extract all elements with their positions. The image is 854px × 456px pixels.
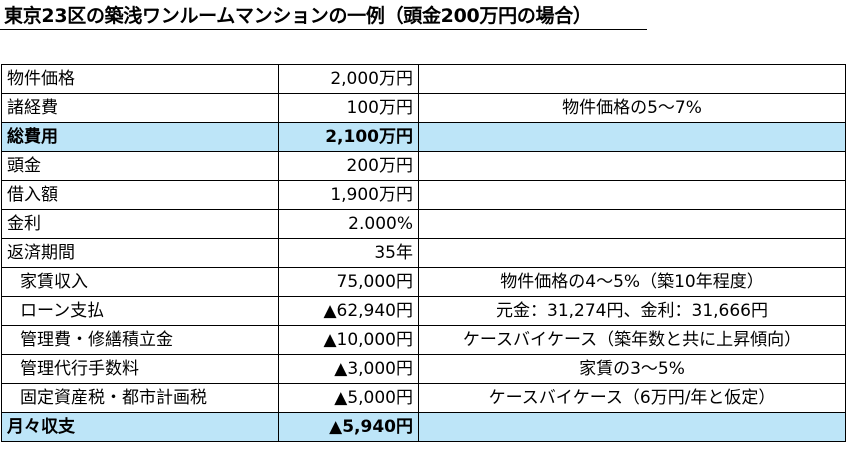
row-value: 75,000円 bbox=[278, 267, 419, 297]
table-row: 物件価格 2,000万円 bbox=[1, 64, 846, 94]
row-value: 2,000万円 bbox=[278, 64, 419, 94]
simulation-table: 物件価格 2,000万円 諸経費 100万円 物件価格の5～7% 総費用 2,100万円 頭金… bbox=[1, 64, 846, 442]
row-note: 元金：31,274円、金利：31,666円 bbox=[418, 296, 846, 326]
title-underline bbox=[0, 29, 647, 30]
row-value: 200万円 bbox=[278, 151, 419, 181]
row-value: ▲10,000円 bbox=[278, 325, 419, 355]
row-label: ローン支払 bbox=[1, 296, 279, 326]
row-value: 2.000% bbox=[278, 209, 419, 239]
row-label: 管理費・修繕積立金 bbox=[1, 325, 279, 355]
row-note bbox=[418, 151, 846, 181]
row-value: 35年 bbox=[278, 238, 419, 268]
row-label: 月々収支 bbox=[1, 412, 279, 442]
row-label: 返済期間 bbox=[1, 238, 279, 268]
row-label: 金利 bbox=[1, 209, 279, 239]
row-label: 借入額 bbox=[1, 180, 279, 210]
table-row: 月々収支 ▲5,940円 bbox=[1, 412, 846, 442]
row-label: 固定資産税・都市計画税 bbox=[1, 383, 279, 413]
table-row: 管理費・修繕積立金 ▲10,000円 ケースバイケース（築年数と共に上昇傾向） bbox=[1, 325, 846, 355]
row-value: ▲3,000円 bbox=[278, 354, 419, 384]
row-note: ケースバイケース（6万円/年と仮定） bbox=[418, 383, 846, 413]
row-note bbox=[418, 209, 846, 239]
page-title: 東京23区の築浅ワンルームマンションの一例（頭金200万円の場合） bbox=[4, 5, 592, 27]
row-value: 1,900万円 bbox=[278, 180, 419, 210]
row-value: 100万円 bbox=[278, 93, 419, 123]
row-label: 家賃収入 bbox=[1, 267, 279, 297]
row-note bbox=[418, 122, 846, 152]
table-row: ローン支払 ▲62,940円 元金：31,274円、金利：31,666円 bbox=[1, 296, 846, 326]
row-note bbox=[418, 64, 846, 94]
row-note: 物件価格の5～7% bbox=[418, 93, 846, 123]
row-note bbox=[418, 412, 846, 442]
row-note: 物件価格の4～5%（築10年程度） bbox=[418, 267, 846, 297]
table-row: 家賃収入 75,000円 物件価格の4～5%（築10年程度） bbox=[1, 267, 846, 297]
row-value: 2,100万円 bbox=[278, 122, 419, 152]
row-note bbox=[418, 238, 846, 268]
row-label: 諸経費 bbox=[1, 93, 279, 123]
table-row: 管理代行手数料 ▲3,000円 家賃の3～5% bbox=[1, 354, 846, 384]
table-row: 総費用 2,100万円 bbox=[1, 122, 846, 152]
row-label: 頭金 bbox=[1, 151, 279, 181]
row-value: ▲5,000円 bbox=[278, 383, 419, 413]
row-value: ▲62,940円 bbox=[278, 296, 419, 326]
table-row: 頭金 200万円 bbox=[1, 151, 846, 181]
row-label: 物件価格 bbox=[1, 64, 279, 94]
table-row: 金利 2.000% bbox=[1, 209, 846, 239]
row-note bbox=[418, 180, 846, 210]
row-label: 管理代行手数料 bbox=[1, 354, 279, 384]
table-body: 物件価格 2,000万円 諸経費 100万円 物件価格の5～7% 総費用 2,100万円 頭金… bbox=[1, 64, 846, 442]
row-label: 総費用 bbox=[1, 122, 279, 152]
row-value: ▲5,940円 bbox=[278, 412, 419, 442]
row-note: ケースバイケース（築年数と共に上昇傾向） bbox=[418, 325, 846, 355]
table-row: 借入額 1,900万円 bbox=[1, 180, 846, 210]
row-note: 家賃の3～5% bbox=[418, 354, 846, 384]
table-row: 返済期間 35年 bbox=[1, 238, 846, 268]
table-row: 諸経費 100万円 物件価格の5～7% bbox=[1, 93, 846, 123]
table-row: 固定資産税・都市計画税 ▲5,000円 ケースバイケース（6万円/年と仮定） bbox=[1, 383, 846, 413]
